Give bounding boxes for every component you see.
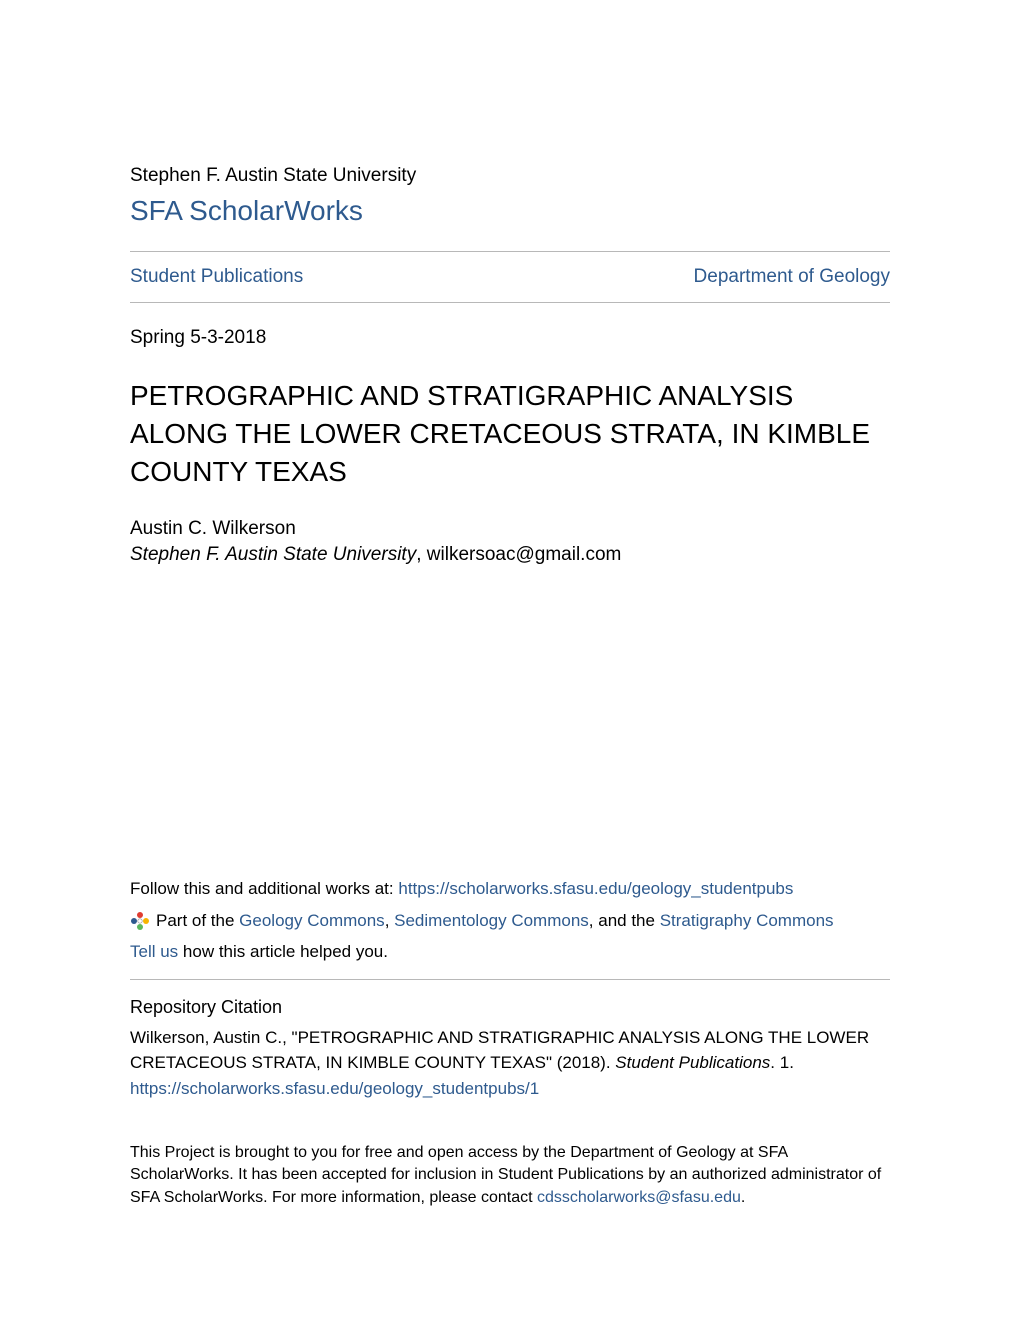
network-icon [130, 911, 150, 931]
commons-link-2[interactable]: Stratigraphy Commons [660, 911, 834, 930]
citation-url-link[interactable]: https://scholarworks.sfasu.edu/geology_s… [130, 1077, 890, 1102]
commons-link-0[interactable]: Geology Commons [239, 911, 385, 930]
breadcrumb-row: Student Publications Department of Geolo… [130, 252, 890, 302]
tell-us-link[interactable]: Tell us [130, 942, 178, 961]
citation-text: Wilkerson, Austin C., "PETROGRAPHIC AND … [130, 1026, 890, 1075]
author-email: wilkersoac@gmail.com [427, 544, 622, 565]
author-name: Austin C. Wilkerson [130, 518, 890, 540]
institution-name: Stephen F. Austin State University [130, 165, 890, 187]
citation-post: . 1. [770, 1053, 794, 1072]
follow-lead: Follow this and additional works at: [130, 879, 398, 898]
footer-pre: This Project is brought to you for free … [130, 1144, 881, 1206]
publication-date: Spring 5-3-2018 [130, 327, 890, 349]
commons-link-1[interactable]: Sedimentology Commons [394, 911, 589, 930]
works-url-link[interactable]: https://scholarworks.sfasu.edu/geology_s… [398, 879, 793, 898]
citation-block: Repository Citation Wilkerson, Austin C.… [130, 994, 890, 1102]
tell-us-rest: how this article helped you. [178, 942, 388, 961]
citation-pubname: Student Publications [615, 1053, 770, 1072]
citation-heading: Repository Citation [130, 994, 890, 1020]
author-affiliation: Stephen F. Austin State University, wilk… [130, 544, 890, 566]
contact-email-link[interactable]: cdsscholarworks@sfasu.edu [537, 1189, 741, 1206]
footer-note: This Project is brought to you for free … [130, 1142, 890, 1209]
commons-sep-2: , and the [589, 911, 660, 930]
department-link[interactable]: Department of Geology [694, 266, 890, 288]
document-title: PETROGRAPHIC AND STRATIGRAPHIC ANALYSIS … [130, 377, 890, 490]
footer-post: . [741, 1189, 745, 1206]
divider-citation [130, 979, 890, 980]
follow-block: Follow this and additional works at: htt… [130, 876, 890, 980]
collection-link[interactable]: Student Publications [130, 266, 303, 288]
document-page: Stephen F. Austin State University SFA S… [0, 0, 1020, 1269]
affil-sep: , [416, 544, 427, 565]
divider-bottom [130, 302, 890, 303]
part-lead: Part of the [156, 911, 239, 930]
commons-sep-1: , [385, 911, 394, 930]
author-institution: Stephen F. Austin State University [130, 544, 416, 565]
repository-link[interactable]: SFA ScholarWorks [130, 195, 890, 227]
